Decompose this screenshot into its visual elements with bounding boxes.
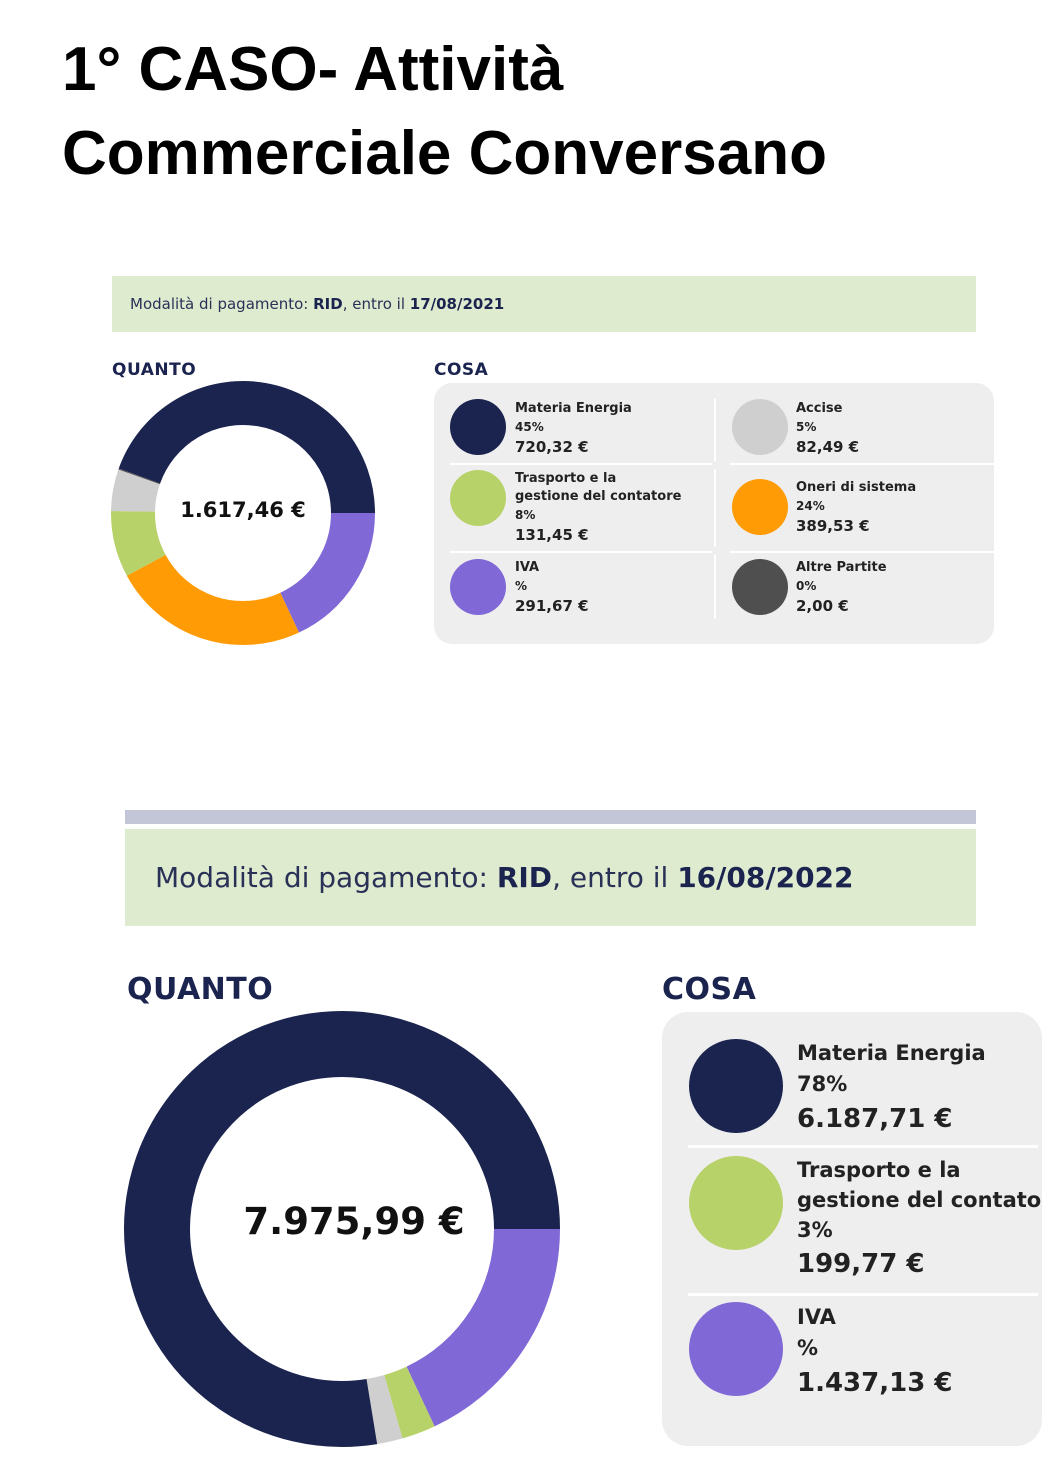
- payment-date: 16/08/2022: [677, 861, 854, 894]
- legend-amount: 2,00 €: [796, 597, 849, 615]
- legend-amount: 199,77 €: [797, 1249, 925, 1279]
- separator: [714, 399, 716, 461]
- legend-name: Materia Energia: [797, 1041, 986, 1065]
- title-line-2: Commerciale Conversano: [62, 119, 827, 188]
- legend-percent: %: [797, 1336, 819, 1360]
- legend-name: Trasporto e la: [797, 1158, 961, 1182]
- separator: [450, 551, 712, 553]
- legend-swatch: [689, 1039, 783, 1133]
- legend-name: Materia Energia: [515, 401, 632, 416]
- legend-swatch: [732, 559, 788, 615]
- legend-name-line-2: gestione del contatore: [797, 1188, 1042, 1212]
- donut-segment-trasporto-e-la-gestione-del-contatore: [383, 1366, 435, 1439]
- donut-segment-iva: [405, 1228, 560, 1427]
- legend-percent: 24%: [796, 499, 825, 513]
- payment-bar-2: Modalità di pagamento: RID , entro il 16…: [125, 829, 976, 926]
- legend-name: Trasporto e la: [515, 471, 617, 486]
- separator: [688, 1145, 1038, 1148]
- payment-prefix: Modalità di pagamento:: [130, 295, 314, 313]
- legend-swatch: [732, 479, 788, 535]
- legend-amount: 720,32 €: [515, 438, 589, 456]
- legend-name: Altre Partite: [796, 560, 887, 575]
- separator: [714, 469, 716, 547]
- donut-segment-oneri-di-sistema: [126, 554, 299, 645]
- legend-amount: 82,49 €: [796, 438, 860, 456]
- page-title: 1° CASO- Attività Commerciale Conversano: [62, 28, 1042, 196]
- legend-amount: 291,67 €: [515, 597, 589, 615]
- legend-percent: 3%: [797, 1218, 833, 1242]
- donut-segment-materia-energia: [118, 381, 375, 514]
- donut-segment-iva: [279, 512, 375, 633]
- donut-segment-accise: [111, 469, 161, 513]
- legend-swatch: [732, 399, 788, 455]
- legend-amount: 131,45 €: [515, 526, 589, 544]
- legend-name: IVA: [515, 560, 540, 575]
- donut-total-1: 1.617,46 €: [180, 498, 306, 522]
- payment-date: 17/08/2021: [409, 295, 505, 313]
- donut-segment-accise: [366, 1374, 403, 1445]
- donut-chart-1: [111, 381, 375, 645]
- legend-amount: 6.187,71 €: [797, 1104, 953, 1134]
- donut-total-2: 7.975,99 €: [243, 1200, 465, 1243]
- payment-method: RID: [313, 295, 343, 313]
- separator: [714, 555, 716, 619]
- title-line-1: 1° CASO- Attività: [62, 35, 564, 104]
- donut-chart-2: [124, 1011, 560, 1447]
- quanto-label-1: QUANTO: [112, 360, 197, 380]
- donut-segment-trasporto-e-la-gestione-del-contatore: [111, 510, 166, 576]
- separator: [730, 463, 994, 465]
- legend-name: IVA: [797, 1305, 836, 1329]
- cosa-panel-1: Materia Energia 45% 720,32 € Accise 5% 8…: [434, 383, 994, 644]
- legend-percent: 5%: [796, 420, 817, 434]
- legend-percent: 78%: [797, 1072, 848, 1096]
- legend-percent: 8%: [515, 508, 536, 522]
- legend-percent: 0%: [796, 579, 817, 593]
- legend-swatch: [450, 559, 506, 615]
- legend-swatch: [689, 1302, 783, 1396]
- legend-name-line-2: gestione del contatore: [515, 489, 682, 504]
- legend-percent: %: [515, 579, 528, 593]
- legend-name: Oneri di sistema: [796, 480, 917, 495]
- cosa-panel-2: Materia Energia 78% 6.187,71 € Trasporto…: [662, 1012, 1042, 1446]
- cosa-label-2: COSA: [662, 972, 757, 1007]
- payment-bar-1: Modalità di pagamento: RID , entro il 17…: [112, 276, 976, 332]
- payment-middle: , entro il: [342, 295, 410, 313]
- legend-name: Accise: [796, 401, 843, 416]
- section-divider: [125, 810, 976, 824]
- separator: [450, 463, 712, 465]
- quanto-label-2: QUANTO: [127, 972, 274, 1007]
- legend-amount: 389,53 €: [796, 517, 870, 535]
- legend-swatch: [450, 470, 506, 526]
- donut-segment-materia-energia: [124, 1011, 560, 1447]
- separator: [730, 551, 994, 553]
- payment-middle: , entro il: [552, 861, 678, 894]
- payment-method: RID: [496, 861, 553, 894]
- cosa-label-1: COSA: [434, 360, 489, 380]
- legend-amount: 1.437,13 €: [797, 1368, 953, 1398]
- payment-prefix: Modalità di pagamento:: [155, 861, 497, 894]
- legend-swatch: [689, 1156, 783, 1250]
- separator: [688, 1293, 1038, 1296]
- legend-swatch: [450, 399, 506, 455]
- legend-percent: 45%: [515, 420, 544, 434]
